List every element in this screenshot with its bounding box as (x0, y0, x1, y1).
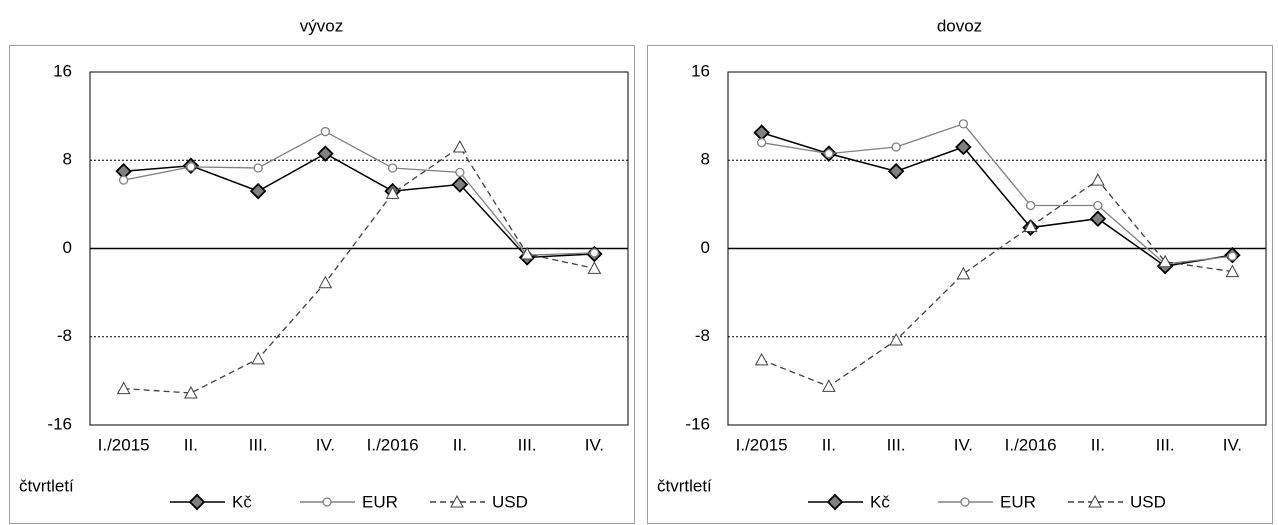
x-tick-label: II. (184, 435, 198, 454)
x-tick-label: II. (1091, 435, 1105, 454)
x-tick-label: I./2016 (367, 435, 419, 454)
legend-label: USD (492, 492, 528, 511)
x-tick-label: III. (518, 435, 537, 454)
y-tick-label: 8 (63, 150, 72, 169)
legend-label: EUR (362, 492, 398, 511)
y-tick-label: -8 (57, 326, 72, 345)
plot-border (727, 71, 1267, 426)
y-tick-label: 0 (701, 238, 710, 257)
y-tick-label: -16 (685, 414, 710, 433)
series-line (123, 130, 595, 256)
data-point (587, 261, 602, 274)
data-point (1023, 219, 1038, 232)
plot-border (89, 71, 629, 426)
y-tick-label: -16 (47, 414, 72, 433)
x-tick-label: IV. (954, 435, 973, 454)
data-point (118, 175, 129, 185)
data-point (251, 351, 265, 365)
data-point (1025, 200, 1036, 211)
data-point (887, 163, 905, 180)
data-point (318, 275, 333, 289)
legend-marker (960, 497, 970, 507)
data-point (956, 266, 971, 280)
series-line (123, 152, 595, 259)
series-line (123, 146, 595, 394)
data-point (385, 186, 400, 199)
data-point (186, 162, 196, 172)
x-tick-label: IV. (316, 435, 335, 454)
data-point (520, 246, 534, 260)
legend-marker (826, 493, 844, 511)
data-point (756, 137, 767, 148)
series-line (761, 131, 1233, 267)
x-tick-label: I./2015 (736, 435, 788, 454)
data-point (253, 163, 263, 173)
panel-border (647, 45, 1273, 524)
chart-title: dovoz (937, 16, 982, 35)
data-point (889, 333, 903, 346)
data-point (451, 176, 469, 193)
legend-marker (322, 497, 332, 507)
data-point (824, 148, 834, 159)
data-point (1089, 210, 1107, 227)
data-point (589, 248, 600, 258)
data-point (1091, 173, 1105, 186)
legend-label: Kč (870, 492, 890, 511)
data-point (822, 379, 836, 392)
x-tick-label: II. (822, 435, 836, 454)
panel-border (9, 45, 635, 524)
data-point (453, 139, 467, 153)
data-point (1227, 251, 1238, 261)
x-tick-label: IV. (1223, 435, 1242, 454)
data-point (387, 163, 398, 173)
data-point (455, 167, 465, 178)
legend-label: Kč (232, 492, 252, 511)
data-point (1158, 254, 1172, 268)
x-tick-label: III. (887, 435, 906, 454)
data-point (891, 142, 901, 152)
data-point (184, 385, 198, 399)
data-point (958, 119, 969, 129)
x-tick-label: I./2016 (1005, 435, 1057, 454)
data-point (753, 124, 770, 141)
legend-marker (188, 493, 206, 511)
legend-label: EUR (1000, 492, 1036, 511)
legend-marker (1088, 494, 1102, 508)
data-point (249, 182, 267, 200)
data-point (955, 138, 972, 156)
x-axis-label: čtvrtletí (19, 476, 74, 495)
data-point (317, 145, 334, 162)
data-point (1225, 264, 1240, 278)
series-line (761, 123, 1233, 265)
y-tick-label: 16 (53, 61, 72, 80)
x-tick-label: IV. (585, 435, 604, 454)
x-axis-label: čtvrtletí (657, 476, 712, 495)
data-point (1093, 200, 1103, 211)
y-tick-label: -8 (695, 326, 710, 345)
data-point (320, 126, 331, 137)
legend-marker (450, 494, 464, 508)
x-tick-label: III. (249, 435, 268, 454)
legend-label: USD (1130, 492, 1166, 511)
chart-title: vývoz (300, 16, 343, 35)
y-tick-label: 0 (63, 238, 72, 257)
series-line (761, 179, 1233, 388)
data-point (754, 352, 769, 366)
x-tick-label: I./2015 (98, 435, 150, 454)
x-tick-label: II. (453, 435, 467, 454)
y-tick-label: 8 (701, 150, 710, 169)
x-tick-label: III. (1156, 435, 1175, 454)
data-point (116, 381, 131, 395)
y-tick-label: 16 (691, 61, 710, 80)
